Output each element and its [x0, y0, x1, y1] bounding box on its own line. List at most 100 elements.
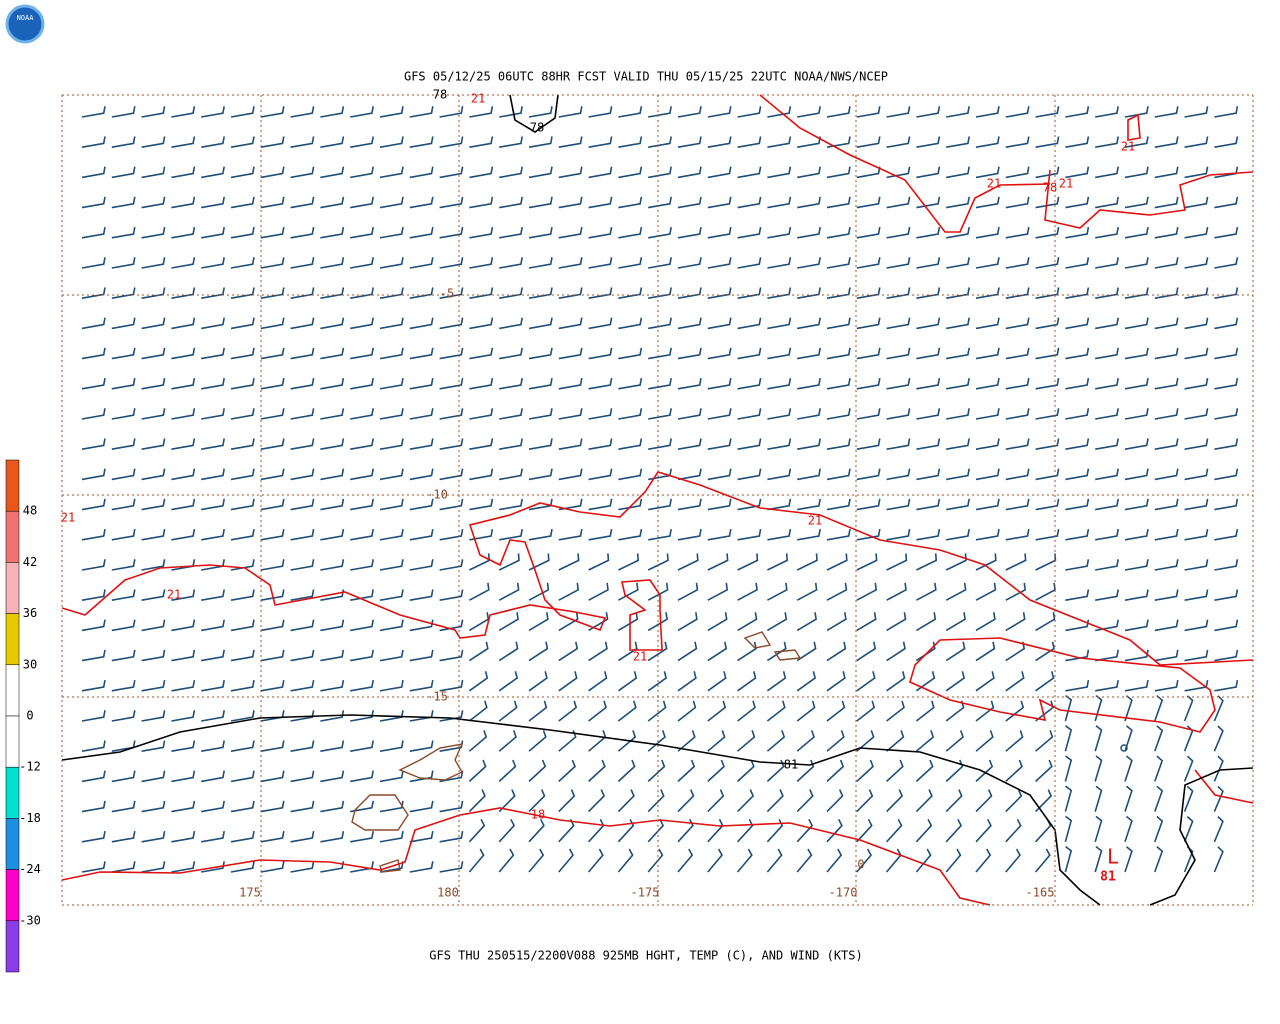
wind-barb	[1065, 196, 1090, 209]
wind-barb	[201, 226, 225, 239]
wind-barb	[797, 257, 821, 269]
wind-barb	[1035, 106, 1060, 118]
wind-barb	[171, 136, 196, 148]
wind-barb	[528, 759, 547, 782]
wind-barb	[1154, 528, 1179, 541]
wind-barb	[111, 468, 136, 481]
wind-barb	[81, 619, 106, 632]
wind-barb	[230, 619, 255, 632]
wind-barb	[1094, 785, 1103, 812]
wind-barb	[439, 317, 464, 330]
wind-barb	[1154, 377, 1179, 390]
wind-barb	[290, 740, 315, 752]
wind-barb	[171, 589, 196, 601]
wind-barb	[1184, 226, 1209, 239]
wind-barb	[379, 559, 404, 571]
wind-barb	[1124, 498, 1149, 511]
height-label: 78	[1043, 181, 1057, 195]
wind-barb	[379, 408, 404, 420]
wind-barb	[1214, 287, 1239, 299]
wind-barb	[916, 257, 941, 269]
wind-barb	[171, 619, 196, 632]
wind-barb	[290, 619, 315, 632]
wind-barb	[1124, 589, 1149, 601]
wind-barb	[141, 770, 166, 783]
wind-barb	[469, 257, 494, 269]
wind-barb	[856, 377, 881, 390]
wind-barb	[826, 848, 843, 873]
wind-barb	[379, 468, 404, 481]
wind-barb	[1005, 257, 1030, 269]
wind-barb	[1124, 196, 1149, 209]
wind-barb	[1213, 695, 1224, 722]
wind-barb	[409, 619, 434, 632]
wind-barb	[230, 468, 255, 481]
wind-barb	[290, 800, 315, 813]
wind-barb	[797, 347, 821, 360]
wind-barb	[171, 649, 196, 662]
wind-barb	[1094, 845, 1103, 873]
wind-barb	[1095, 196, 1119, 209]
wind-barb	[439, 408, 464, 420]
wind-barb	[230, 528, 255, 541]
wind-barb	[230, 408, 255, 420]
wind-barb	[439, 166, 464, 179]
wind-barb	[260, 679, 285, 692]
wind-barb	[230, 136, 255, 148]
wind-barb	[201, 649, 225, 662]
wind-barb	[528, 528, 553, 541]
wind-barb	[946, 347, 970, 360]
wind-barb	[111, 166, 136, 179]
wind-barb	[171, 377, 196, 390]
wind-barb	[796, 818, 814, 843]
wind-barb	[260, 438, 285, 450]
wind-barb	[588, 347, 613, 360]
wind-barb	[648, 287, 672, 299]
wind-barb	[767, 468, 792, 481]
wind-barb	[379, 619, 404, 632]
wind-barb	[230, 106, 255, 118]
wind-barb	[409, 347, 434, 360]
colorbar-segment	[5, 818, 20, 870]
wind-barb	[171, 770, 196, 783]
wind-barb	[558, 196, 583, 209]
wind-barb	[707, 582, 729, 601]
wind-barb	[201, 830, 225, 843]
wind-barb	[260, 861, 285, 873]
wind-barb	[201, 347, 225, 360]
wind-barb	[796, 730, 815, 752]
wind-barb	[975, 468, 1000, 481]
wind-barb	[439, 800, 464, 813]
wind-barb	[707, 166, 732, 179]
wind-barb	[647, 848, 664, 873]
wind-barb	[975, 759, 994, 782]
logo-text: NOAA	[17, 14, 35, 22]
wind-barb	[260, 589, 285, 601]
wind-barb	[945, 671, 966, 692]
wind-barb	[1064, 815, 1073, 843]
wind-barb	[1035, 553, 1057, 571]
wind-barb	[81, 679, 106, 692]
wind-barb	[1154, 846, 1164, 873]
wind-barb	[499, 377, 523, 390]
wind-barb	[1154, 347, 1179, 360]
wind-barb	[350, 438, 374, 450]
wind-barb	[201, 740, 225, 752]
wind-barb	[737, 789, 755, 813]
wind-barb	[975, 730, 994, 752]
wind-barb	[1035, 317, 1060, 330]
wind-barb	[1095, 528, 1119, 541]
wind-barb	[409, 710, 434, 722]
wind-barb	[1124, 846, 1133, 873]
wind-barb	[1064, 725, 1073, 752]
wind-barb	[946, 317, 970, 330]
wind-barb	[1065, 166, 1090, 179]
wind-barb	[81, 468, 106, 481]
lon-label: 180	[437, 886, 459, 900]
wind-barb	[797, 468, 821, 481]
temp-label: 21	[1059, 177, 1073, 191]
wind-barb	[260, 287, 285, 299]
wind-barb	[201, 106, 225, 118]
wind-barb	[588, 257, 613, 269]
wind-barb	[1065, 528, 1090, 541]
